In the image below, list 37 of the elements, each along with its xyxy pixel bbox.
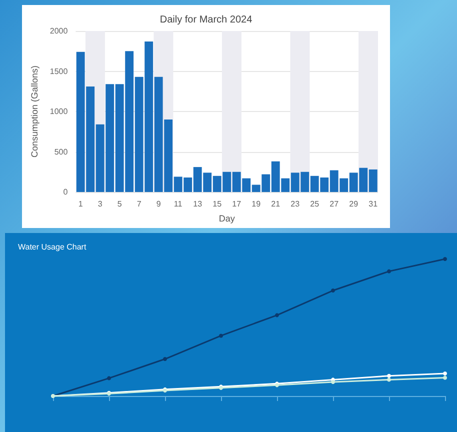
x-tick-label: 19	[252, 200, 262, 208]
x-tick-label: 3	[98, 200, 103, 208]
y-tick-label: 2000	[50, 26, 68, 36]
x-tick-label: 5	[117, 200, 122, 208]
y-tick-label: 500	[54, 147, 68, 156]
y-axis-title: Consumption (Gallons)	[30, 65, 40, 158]
point	[443, 376, 447, 380]
x-tick-label: 1	[78, 200, 84, 208]
point	[331, 288, 335, 293]
point	[387, 378, 391, 382]
x-tick-label: 25	[310, 200, 320, 208]
point	[387, 374, 391, 378]
point	[443, 372, 447, 376]
x-tick-label: 21	[271, 200, 281, 208]
chart-title: Water Usage Chart	[18, 242, 87, 252]
x-tick-label: 23	[290, 200, 300, 208]
x-tick-label: 31	[368, 200, 378, 208]
point	[331, 380, 335, 384]
x-tick-label: 11	[174, 200, 183, 208]
chart-title: Daily for March 2024	[160, 14, 253, 26]
point	[163, 357, 167, 362]
x-tick-label: 9	[156, 200, 162, 208]
y-tick-label: 1000	[50, 107, 68, 116]
y-tick-label: 1500	[50, 66, 68, 76]
point	[443, 257, 447, 261]
point	[107, 376, 111, 380]
x-axis-title: Day	[218, 214, 236, 224]
x-tick-label: 7	[136, 200, 142, 208]
y-tick-label: 0	[63, 188, 68, 196]
point	[275, 313, 279, 318]
x-tick-label: 17	[232, 200, 242, 208]
x-tick-label: 27	[330, 200, 340, 208]
point	[219, 334, 223, 338]
x-tick-label: 15	[212, 200, 222, 208]
x-tick-label: 29	[349, 200, 359, 208]
point	[387, 269, 391, 274]
x-tick-label: 13	[193, 200, 203, 208]
